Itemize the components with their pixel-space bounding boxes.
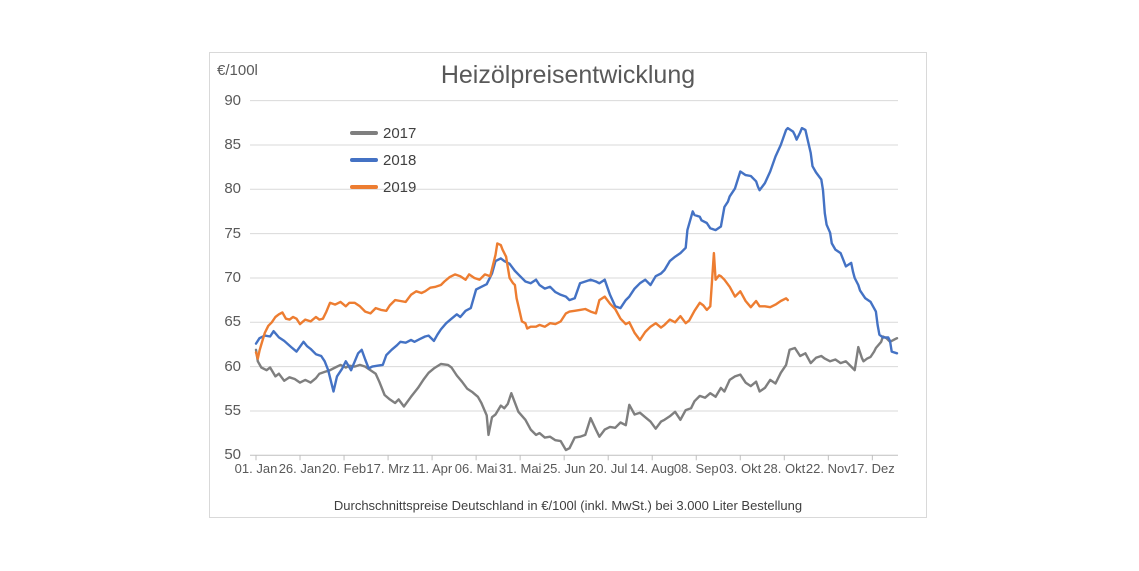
y-tick-label-90: 90 <box>224 91 241 109</box>
chart-title: Heizölpreisentwicklung <box>440 61 696 89</box>
x-tick-label-7: 31. Mai <box>498 461 542 476</box>
series-line-2018 <box>254 126 899 393</box>
y-tick-label-65: 65 <box>224 313 241 331</box>
legend-item-2018: 2018 <box>350 151 417 169</box>
y-tick-label-60: 60 <box>224 357 241 375</box>
x-tick-label-2: 26. Jan <box>278 461 322 476</box>
legend-label-2019: 2019 <box>383 178 417 196</box>
x-tick-label-1: 01. Jan <box>234 461 278 476</box>
y-tick-label-50: 50 <box>224 446 241 464</box>
series-line-2019 <box>254 242 789 360</box>
x-tick-label-9: 20. Jul <box>589 461 628 476</box>
x-tick-label-15: 17. Dez <box>849 461 895 476</box>
x-tick-label-13: 28. Okt <box>763 461 806 476</box>
x-tick-label-4: 17. Mrz <box>366 461 410 476</box>
legend-label-2017: 2017 <box>383 124 417 142</box>
x-tick-label-11: 08. Sep <box>673 461 719 476</box>
legend-swatch-2017 <box>350 131 378 135</box>
y-tick-label-80: 80 <box>224 180 241 198</box>
footer-caption: Durchschnittspreise Deutschland in €/100… <box>333 498 803 513</box>
y-tick-label-70: 70 <box>224 268 241 286</box>
legend-swatch-2018 <box>350 158 378 162</box>
chart-card <box>209 52 927 518</box>
y-tick-label-85: 85 <box>224 135 241 153</box>
x-tick-label-12: 03. Okt <box>719 461 762 476</box>
legend-item-2019: 2019 <box>350 178 417 196</box>
x-tick-label-6: 06. Mai <box>454 461 498 476</box>
y-tick-label-55: 55 <box>224 401 241 419</box>
x-tick-label-3: 20. Feb <box>322 461 367 476</box>
y-tick-label-75: 75 <box>224 224 241 242</box>
legend-label-2018: 2018 <box>383 151 417 169</box>
y-axis-unit-label: €/100l <box>217 62 258 79</box>
x-tick-label-10: 14. Aug <box>630 461 675 476</box>
x-tick-label-14: 22. Nov <box>805 461 851 476</box>
series-line-2017 <box>254 335 899 452</box>
legend: 2017 2018 2019 <box>350 125 416 206</box>
x-tick-label-8: 25. Jun <box>542 461 586 476</box>
legend-item-2017: 2017 <box>350 124 417 142</box>
legend-swatch-2019 <box>350 185 378 189</box>
x-tick-label-5: 11. Apr <box>411 461 453 476</box>
